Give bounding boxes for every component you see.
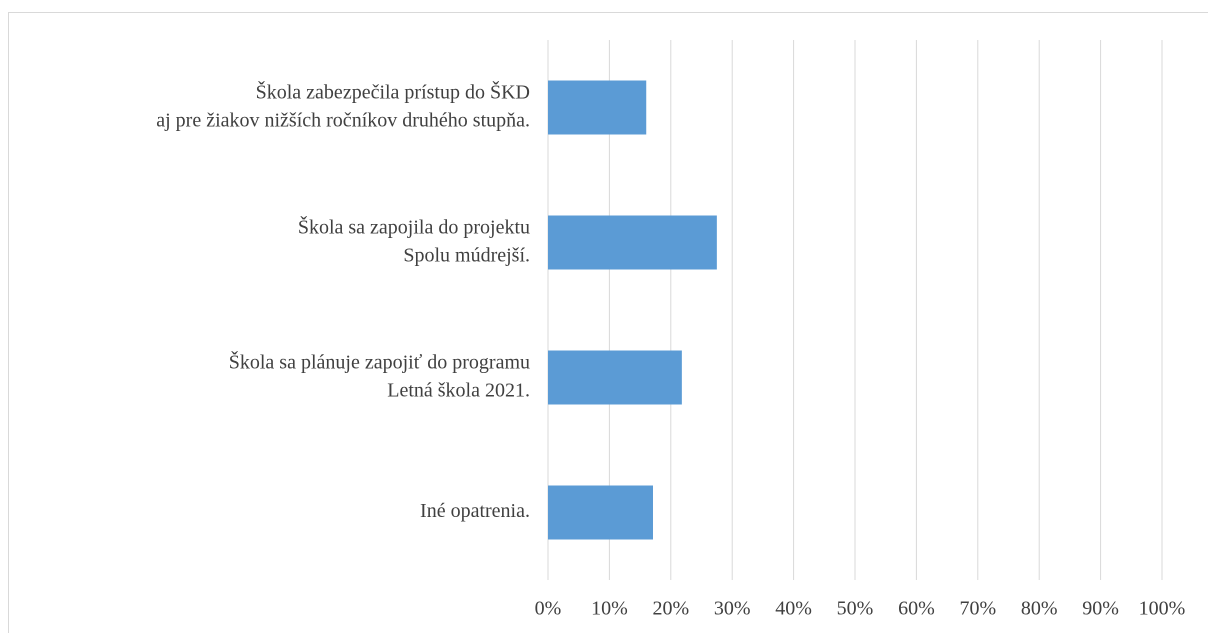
x-tick-label: 100%	[1139, 598, 1186, 620]
y-tick-label: Škola sa zapojila do projektu Spolu múdre…	[298, 214, 530, 266]
x-tick-label: 40%	[775, 598, 812, 620]
chart-border	[8, 12, 1208, 633]
bar	[548, 350, 682, 405]
bar	[548, 215, 717, 270]
x-tick-label: 30%	[714, 598, 751, 620]
x-tick-label: 90%	[1082, 598, 1119, 620]
bar	[548, 485, 653, 540]
y-tick-label: Iné opatrenia.	[420, 500, 530, 522]
x-tick-label: 80%	[1021, 598, 1058, 620]
x-tick-label: 0%	[535, 598, 562, 620]
x-tick-label: 70%	[959, 598, 996, 620]
y-tick-label: Škola sa plánuje zapojiť do programu Letn…	[229, 349, 530, 401]
x-tick-label: 10%	[591, 598, 628, 620]
bar	[548, 80, 647, 135]
x-tick-label: 20%	[652, 598, 689, 620]
y-tick-label: Škola zabezpečila prístup do ŠKD aj pre ž…	[156, 79, 530, 131]
x-tick-label: 50%	[837, 598, 874, 620]
x-tick-label: 60%	[898, 598, 935, 620]
